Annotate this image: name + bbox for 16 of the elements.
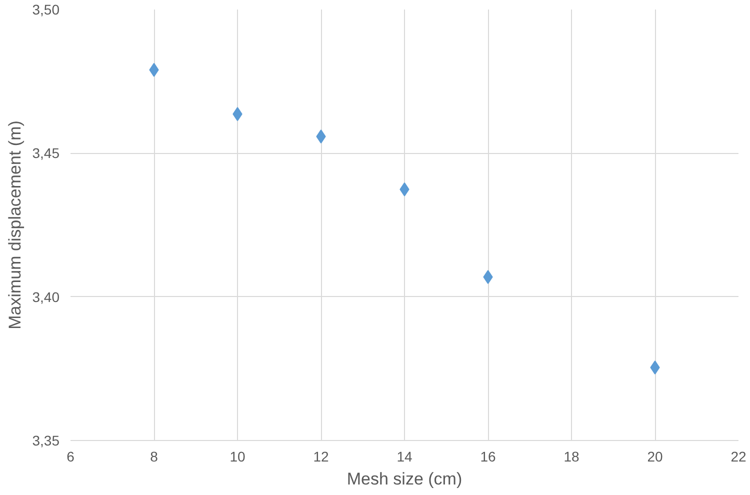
x-tick-label: 18	[564, 448, 580, 464]
y-tick-label: 3,35	[32, 432, 60, 448]
y-tick-label: 3,40	[32, 288, 60, 305]
x-tick-label: 22	[730, 448, 746, 464]
y-tick-label: 3,50	[32, 2, 60, 18]
y-tick-label: 3,45	[32, 145, 60, 162]
x-tick-label: 10	[230, 448, 246, 464]
x-tick-label: 6	[66, 448, 75, 464]
y-axis-title: Maximum displacement (m)	[5, 120, 24, 330]
x-axis-title: Mesh size (cm)	[346, 470, 462, 488]
x-tick-label: 8	[150, 448, 158, 464]
x-tick-label: 16	[480, 448, 496, 464]
x-tick-label: 20	[647, 448, 663, 464]
point	[316, 130, 326, 144]
x-tick-label: 12	[313, 448, 329, 464]
x-tick-label: 14	[396, 448, 412, 464]
